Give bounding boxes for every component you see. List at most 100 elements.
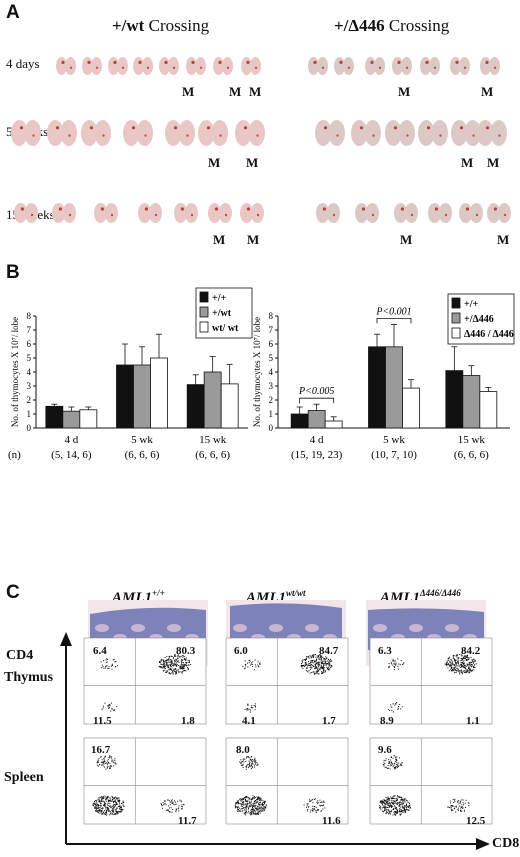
marker-m: M: [249, 84, 262, 99]
quadrant-upper-left: 6.3: [378, 645, 392, 657]
y-tick-label: 8: [27, 311, 32, 321]
group-n-label: (6, 6, 6): [195, 449, 230, 461]
legend-label: +/+: [212, 293, 226, 304]
thymus-lobe-photo: [94, 203, 118, 223]
crossing-left-title: +/wt Crossing: [112, 16, 209, 36]
legend-label: +/+: [464, 299, 478, 310]
marker-m: M: [487, 155, 500, 170]
quadrant-lower-right: 1.7: [322, 715, 336, 727]
thymus-lobe-photo: [418, 120, 448, 146]
bar: [324, 420, 343, 429]
thymus-lobe-photo: [52, 203, 76, 223]
group-n-label: (5, 14, 6): [51, 449, 92, 461]
quadrant-upper-right: 84.2: [461, 645, 481, 657]
quadrant-lower-right: 1.1: [466, 715, 480, 727]
legend-label: Δ446 / Δ446: [464, 329, 514, 340]
thymus-lobe-photo: [82, 57, 102, 75]
thymus-lobe-photo: [123, 120, 153, 146]
bar: [133, 364, 151, 429]
thymus-lobe-photo: [14, 203, 38, 223]
group-label: 15 wk: [199, 434, 227, 446]
thymus-lobe-photo: [11, 120, 41, 146]
crossing-left-genotype: +/wt: [112, 16, 145, 35]
crossing-right-title: +/Δ446 Crossing: [334, 16, 449, 36]
bar: [186, 384, 205, 429]
quadrant-upper-left: 6.4: [93, 645, 107, 657]
legend: +/+ +/Δ446 Δ446 / Δ446: [447, 293, 515, 345]
thymus-lobe-photo: [394, 203, 418, 223]
y-tick-label: 5: [27, 353, 32, 363]
y-tick-label: 2: [27, 395, 32, 405]
bar: [203, 371, 222, 429]
thymus-lobe-photo: [198, 120, 228, 146]
flow-plot: [83, 737, 207, 825]
y-tick-label: 2: [269, 395, 274, 405]
thymus-lobe-photo: [315, 120, 345, 146]
cd8-axis-label: CD8: [492, 836, 520, 851]
marker-m: M: [481, 84, 494, 99]
significance-bracket: [376, 318, 412, 324]
quadrant-lower-left: 11.5: [93, 715, 112, 727]
y-axis-title: No. of thymocytes X 10⁷/ lobe: [252, 317, 262, 427]
bar: [290, 413, 309, 429]
thymus-lobe-photo: [480, 57, 500, 75]
quadrant-upper-right: 84.7: [319, 645, 339, 657]
thymus-lobe-photo: [133, 57, 153, 75]
quadrant-lower-right: 12.5: [466, 815, 486, 827]
group-label: 15 wk: [458, 434, 486, 446]
bar: [462, 375, 481, 429]
thymus-lobe-photo: [459, 203, 483, 223]
y-tick-label: 0: [269, 423, 274, 433]
thymus-lobe-photo: [365, 57, 385, 75]
bar: [45, 405, 64, 429]
crossing-right-word: Crossing: [388, 16, 450, 35]
y-tick-label: 1: [27, 409, 32, 419]
cd4-cd8-axes: [60, 632, 490, 850]
quadrant-upper-left: 9.6: [378, 744, 392, 756]
thymus-lobe-photo: [241, 57, 261, 75]
marker-m: M: [461, 155, 474, 170]
y-tick-label: 7: [269, 325, 274, 335]
genotype-sup: Δ446/Δ446: [420, 588, 461, 598]
group-label: 4 d: [310, 434, 324, 446]
thymus-lobe-photo: [451, 120, 481, 146]
crossing-left-word: Crossing: [148, 16, 210, 35]
flow-plot-frame: [369, 637, 493, 725]
quadrant-upper-right: 80.3: [176, 645, 196, 657]
quadrant-lower-right: 11.6: [322, 815, 341, 827]
legend-label: +/wt: [212, 308, 232, 319]
group-n-label: (10, 7, 10): [371, 449, 417, 461]
thymus-lobe-photo: [138, 203, 162, 223]
bar: [402, 387, 420, 429]
panel-a-label: A: [6, 2, 20, 23]
thymus-lobe-photo: [56, 57, 76, 75]
bar: [62, 410, 81, 429]
thymus-lobe-photo: [47, 120, 77, 146]
marker-m: M: [398, 84, 411, 99]
n-label: (n): [8, 449, 21, 461]
y-tick-label: 6: [269, 339, 274, 349]
thymus-lobe-photo: [235, 120, 265, 146]
thymus-lobe-photo: [316, 203, 340, 223]
row-label-thymus: Thymus: [4, 670, 54, 685]
y-axis-title: No. of thymocytes X 10⁷/ lobe: [10, 317, 20, 427]
legend-swatch: [451, 297, 461, 309]
bar: [445, 370, 464, 429]
cd4-axis-label: CD4: [6, 648, 34, 663]
thymus-lobe-photo: [477, 120, 507, 146]
thymus-lobe-photo: [108, 57, 128, 75]
thymus-lobe-photo: [208, 203, 232, 223]
row-label-spleen: Spleen: [4, 770, 44, 785]
quadrant-upper-left: 6.0: [234, 645, 248, 657]
marker-m: M: [208, 155, 221, 170]
thymus-lobe-photo: [385, 120, 415, 146]
marker-m: M: [497, 232, 510, 247]
panel-b-label: B: [6, 262, 20, 283]
panel-c-label: C: [6, 582, 20, 603]
thymus-lobe-photo: [186, 57, 206, 75]
legend: +/+ +/wt wt/ wt: [195, 287, 253, 339]
quadrant-lower-left: 4.1: [242, 715, 256, 727]
marker-m: M: [400, 232, 413, 247]
thymus-lobe-photo: [165, 120, 195, 146]
y-tick-label: 1: [269, 409, 274, 419]
